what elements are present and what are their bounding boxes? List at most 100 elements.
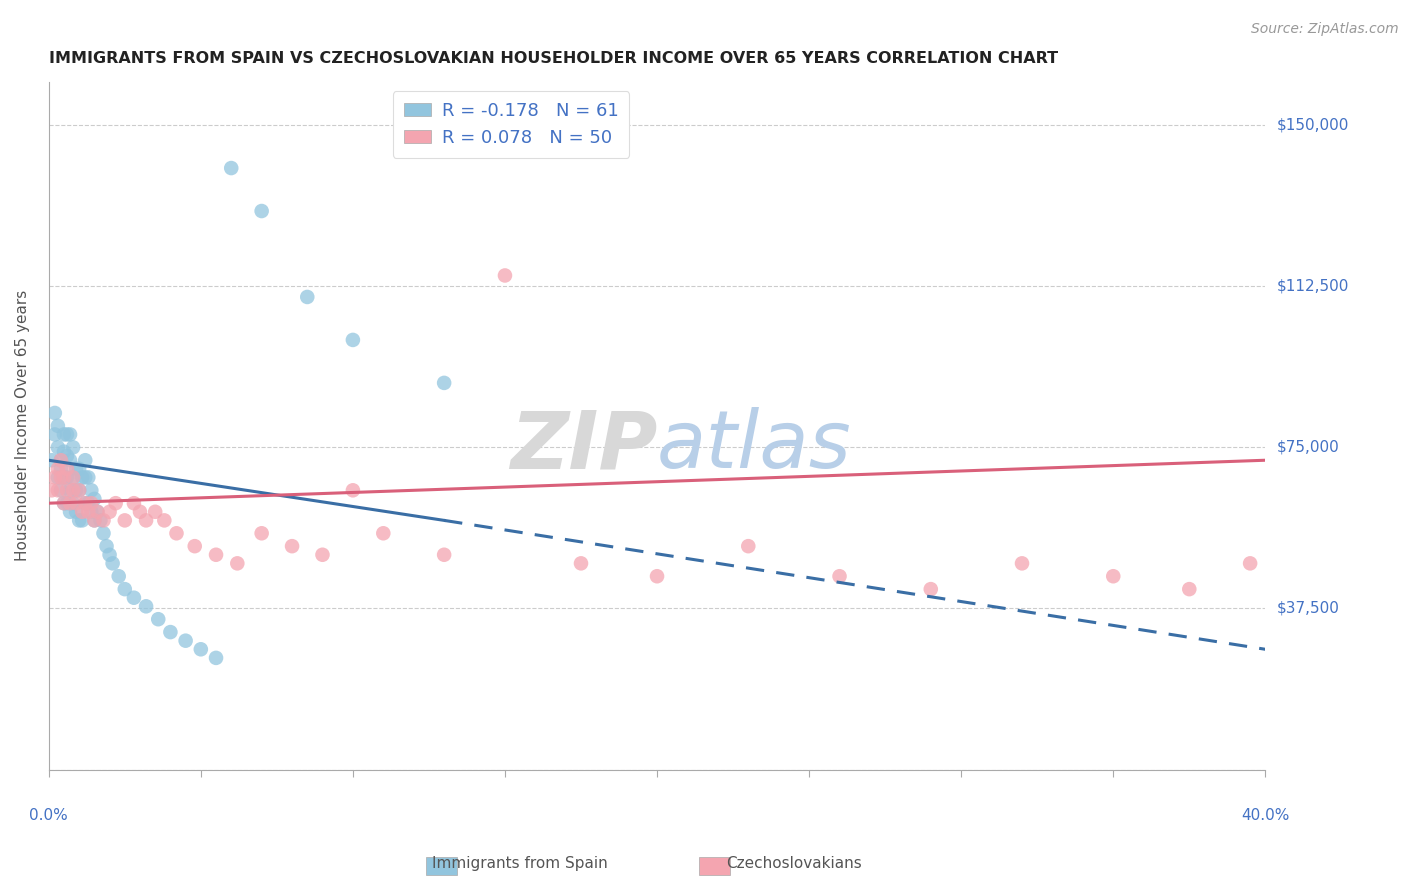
Point <box>41 483 63 498</box>
Text: $75,000: $75,000 <box>1277 440 1339 455</box>
Point <box>122 591 145 605</box>
Point <box>44 427 66 442</box>
Point <box>56 462 79 476</box>
Point <box>49 453 72 467</box>
Point <box>205 651 228 665</box>
Point <box>59 496 82 510</box>
Point <box>70 505 93 519</box>
Text: Immigrants from Spain: Immigrants from Spain <box>433 856 609 871</box>
Point <box>52 470 75 484</box>
Point <box>65 483 87 498</box>
Point <box>83 491 105 506</box>
Point <box>75 453 97 467</box>
Point <box>86 505 108 519</box>
Point <box>65 496 87 510</box>
Point <box>205 548 228 562</box>
Point <box>41 453 63 467</box>
Point <box>184 539 207 553</box>
Point <box>148 612 170 626</box>
Point <box>46 462 69 476</box>
Point <box>46 418 69 433</box>
Point <box>433 376 456 390</box>
Point <box>153 513 176 527</box>
Point <box>75 496 97 510</box>
Point <box>250 204 273 219</box>
Point <box>86 505 108 519</box>
Point <box>645 569 668 583</box>
Point <box>83 513 105 527</box>
Point <box>59 427 82 442</box>
Point <box>44 406 66 420</box>
Point <box>281 539 304 553</box>
Point <box>44 470 66 484</box>
Point <box>114 513 136 527</box>
Point <box>114 582 136 596</box>
Text: $112,500: $112,500 <box>1277 278 1348 293</box>
Point <box>52 470 75 484</box>
Legend: R = -0.178   N = 61, R = 0.078   N = 50: R = -0.178 N = 61, R = 0.078 N = 50 <box>392 91 630 158</box>
Point <box>52 496 75 510</box>
Point <box>98 505 121 519</box>
Point <box>569 557 592 571</box>
Point <box>77 470 100 484</box>
Point <box>135 599 157 614</box>
Point <box>52 444 75 458</box>
Point <box>494 268 516 283</box>
Point <box>226 557 249 571</box>
Point <box>101 557 124 571</box>
Point <box>311 548 333 562</box>
Point <box>70 470 93 484</box>
Point <box>56 496 79 510</box>
Point <box>93 526 115 541</box>
Text: $150,000: $150,000 <box>1277 118 1348 133</box>
Point <box>67 483 90 498</box>
Point <box>297 290 319 304</box>
Point <box>75 470 97 484</box>
Text: Source: ZipAtlas.com: Source: ZipAtlas.com <box>1251 22 1399 37</box>
Point <box>174 633 197 648</box>
Point <box>80 496 103 510</box>
Text: 40.0%: 40.0% <box>1241 808 1289 823</box>
Point <box>166 526 188 541</box>
Point <box>59 483 82 498</box>
Point <box>98 548 121 562</box>
Point <box>96 539 118 553</box>
Point <box>342 333 364 347</box>
Text: $37,500: $37,500 <box>1277 601 1340 616</box>
Point <box>737 539 759 553</box>
Text: Czechoslovakians: Czechoslovakians <box>727 856 862 871</box>
Point <box>52 427 75 442</box>
Point <box>83 513 105 527</box>
Point <box>67 483 90 498</box>
Text: IMMIGRANTS FROM SPAIN VS CZECHOSLOVAKIAN HOUSEHOLDER INCOME OVER 65 YEARS CORREL: IMMIGRANTS FROM SPAIN VS CZECHOSLOVAKIAN… <box>49 51 1057 66</box>
Text: 0.0%: 0.0% <box>30 808 67 823</box>
Point <box>89 513 111 527</box>
Point <box>62 483 84 498</box>
Point <box>219 161 242 175</box>
Point <box>49 453 72 467</box>
Point <box>80 505 103 519</box>
Point <box>250 526 273 541</box>
Point <box>59 505 82 519</box>
Point <box>46 483 69 498</box>
Point <box>56 449 79 463</box>
Point <box>62 470 84 484</box>
Point <box>1239 557 1261 571</box>
Point <box>107 569 129 583</box>
Point <box>46 470 69 484</box>
Point <box>49 483 72 498</box>
Point <box>52 496 75 510</box>
Point <box>62 496 84 510</box>
Point <box>67 462 90 476</box>
Point <box>77 496 100 510</box>
Point <box>56 470 79 484</box>
Point <box>75 496 97 510</box>
Point <box>62 470 84 484</box>
Point <box>342 483 364 498</box>
Point <box>190 642 212 657</box>
Point <box>1102 569 1125 583</box>
Point <box>77 505 100 519</box>
Point <box>143 505 166 519</box>
Point <box>159 625 181 640</box>
Point <box>373 526 395 541</box>
